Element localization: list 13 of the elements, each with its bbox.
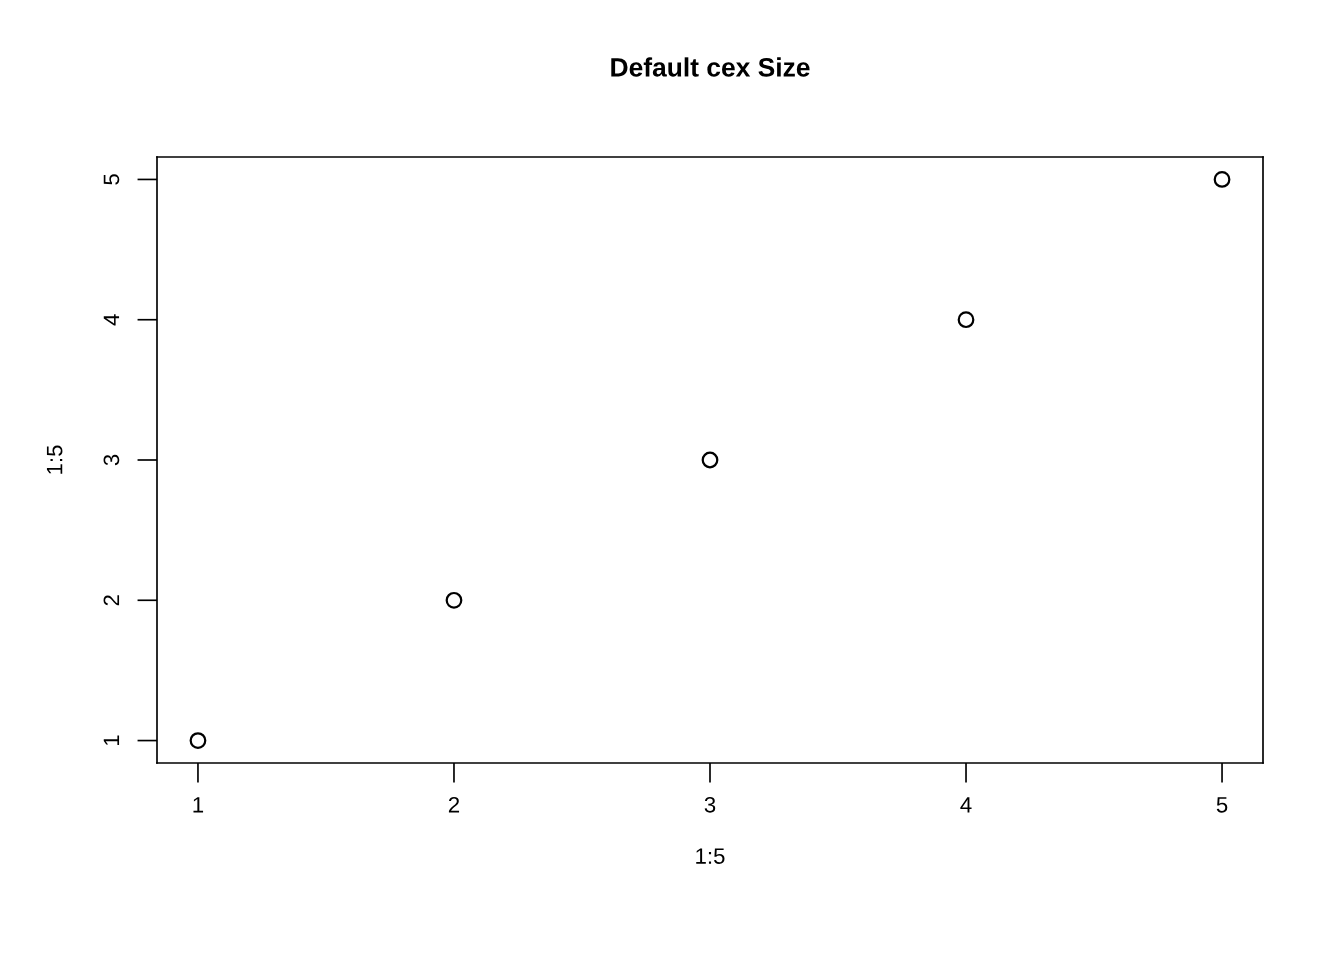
y-tick-label: 1 <box>103 735 120 746</box>
x-axis-title: 1:5 <box>696 848 725 864</box>
y-axis-title: 1:5 <box>46 445 63 474</box>
y-tick-label: 2 <box>103 595 120 606</box>
y-tick-label: 3 <box>103 454 120 466</box>
x-tick-label: 1 <box>193 797 204 813</box>
chart-title: Default cex Size <box>611 57 810 77</box>
x-tick-label: 3 <box>704 796 716 813</box>
x-tick-label: 2 <box>448 796 460 813</box>
x-tick-label: 5 <box>1216 797 1228 813</box>
y-tick-label: 4 <box>103 314 120 326</box>
y-tick-label: 5 <box>103 174 120 185</box>
x-tick-label: 4 <box>960 797 972 813</box>
